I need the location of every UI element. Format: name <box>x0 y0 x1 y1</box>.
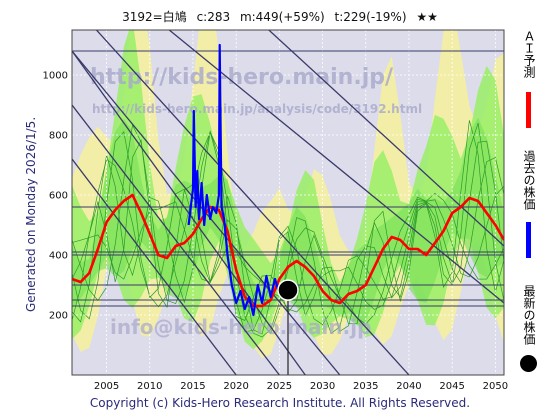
past-price-line <box>187 43 289 317</box>
watermark-url: http://kids-hero.main.jp/ <box>90 65 394 90</box>
copyright-footer: Copyright (c) Kids-Hero Research Institu… <box>89 396 471 410</box>
x-tick-label: 2020 <box>223 381 248 392</box>
chart-header: 3192=白鳩 c:283 m:449(+59%) t:229(-19%) ★★ <box>0 8 560 25</box>
x-tick-label: 2015 <box>180 381 205 392</box>
max-price: m:449(+59%) <box>239 10 325 24</box>
watermark-url-code: http://kids-hero.main.jp/analysis/code/3… <box>92 102 422 116</box>
x-tick-label: 2050 <box>483 381 508 392</box>
trend-line <box>72 158 237 375</box>
legend-ai-forecast: ＡＩ予測 <box>514 30 544 130</box>
legend-ai-forecast-swatch <box>526 92 531 128</box>
simulation-line <box>72 124 504 333</box>
x-tick-label: 2025 <box>267 381 292 392</box>
y-tick-label: 600 <box>49 191 68 202</box>
green-core-band <box>72 117 504 329</box>
x-tick-label: 2040 <box>396 381 421 392</box>
trend-line <box>267 30 504 247</box>
y-tick-label: 1000 <box>43 71 68 82</box>
y-tick-label: 400 <box>49 251 68 262</box>
x-tick-label: 2045 <box>439 381 464 392</box>
plot-frame <box>71 29 505 376</box>
simulation-line <box>72 120 504 335</box>
legend-past-price-label: 過去の株価 <box>522 150 536 210</box>
rating-stars: ★★ <box>416 10 438 24</box>
simulation-line <box>72 131 504 335</box>
legend-past-price-swatch <box>526 222 531 258</box>
legend-past-price: 過去の株価 <box>514 150 544 260</box>
target-price: t:229(-19%) <box>334 10 407 24</box>
trend-line <box>95 30 410 375</box>
x-tick-label: 2005 <box>94 381 119 392</box>
watermark-email: info@kids-hero.main.jp <box>110 315 371 339</box>
stock-code: 3192=白鳩 <box>122 10 187 24</box>
trend-line <box>72 104 280 375</box>
x-tick-label: 2030 <box>310 381 335 392</box>
legend-latest-price-dot <box>520 355 537 372</box>
simulation-line <box>72 131 504 338</box>
latest-price-marker <box>277 279 299 301</box>
ai-forecast-line <box>72 193 504 308</box>
x-tick-label: 2035 <box>353 381 378 392</box>
legend-latest-price-label: 最新の株価 <box>522 285 536 345</box>
x-tick-label: 2010 <box>137 381 162 392</box>
y-tick-label: 800 <box>49 131 68 142</box>
legend-latest-price: 最新の株価 <box>514 285 544 380</box>
current-price: c:283 <box>196 10 231 24</box>
trend-line <box>72 50 306 375</box>
y-tick-label: 200 <box>49 311 68 322</box>
legend-ai-forecast-label: ＡＩ予測 <box>522 30 536 78</box>
